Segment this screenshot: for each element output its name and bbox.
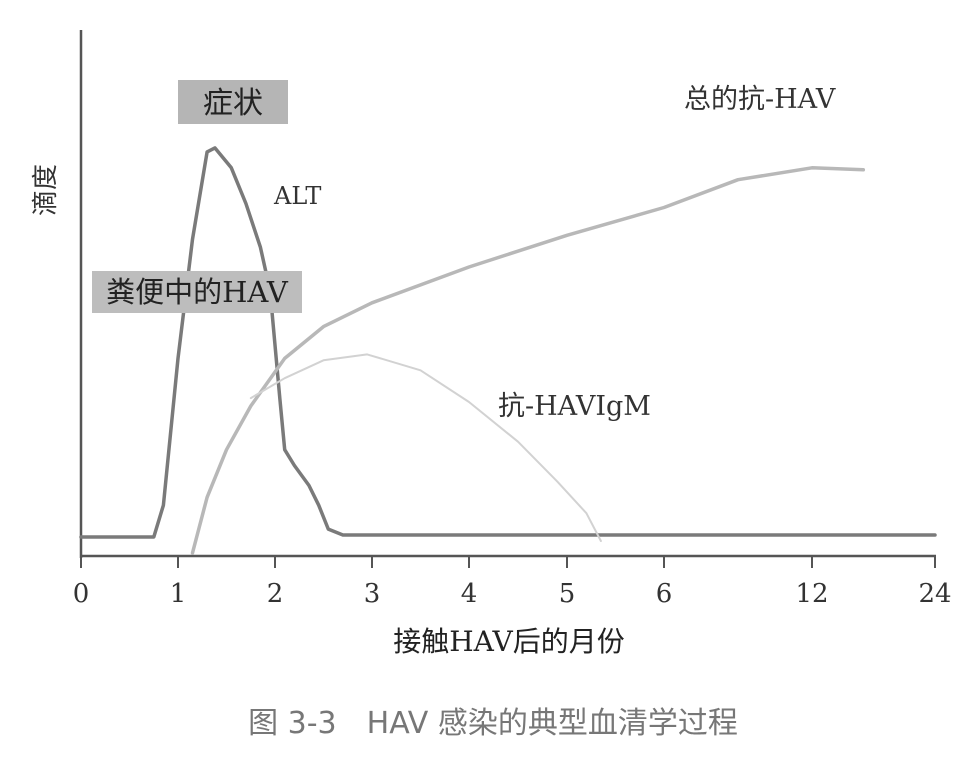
series-line-2	[190, 166, 866, 555]
x-tick-label: 4	[461, 579, 478, 609]
y-axis-label: 滴度	[31, 164, 61, 216]
total-anti-hav-label: 总的抗-HAV	[684, 84, 836, 115]
anti-hav-igm-label: 抗-HAVIgM	[498, 391, 651, 422]
stool-hav-box: 粪便中的HAV	[92, 271, 302, 313]
series-lines	[79, 146, 937, 555]
x-ticks: 0 1 2 3 4 5 6 12 24	[73, 556, 952, 609]
x-tick-label: 24	[918, 579, 951, 609]
x-tick-label: 5	[559, 579, 576, 609]
x-tick-label: 3	[364, 579, 381, 609]
x-tick-label: 0	[73, 579, 90, 609]
x-tick-label: 1	[170, 579, 187, 609]
axes	[79, 30, 936, 558]
x-tick-label: 12	[795, 579, 828, 609]
series-line-3	[249, 353, 602, 542]
symptoms-box-bg	[178, 80, 288, 124]
x-axis-label: 接触HAV后的月份	[393, 625, 624, 658]
stool-hav-label: 粪便中的HAV	[106, 275, 289, 309]
x-tick-label: 6	[656, 579, 673, 609]
symptoms-label: 症状	[203, 86, 263, 121]
x-tick-label: 2	[267, 579, 284, 609]
figure-caption: 图 3-3 HAV 感染的典型血清学过程	[248, 706, 738, 741]
series-line-1	[79, 146, 937, 539]
stool-hav-box-bg	[92, 271, 302, 313]
alt-series-label: ALT	[273, 182, 321, 210]
symptoms-box: 症状	[178, 80, 288, 124]
